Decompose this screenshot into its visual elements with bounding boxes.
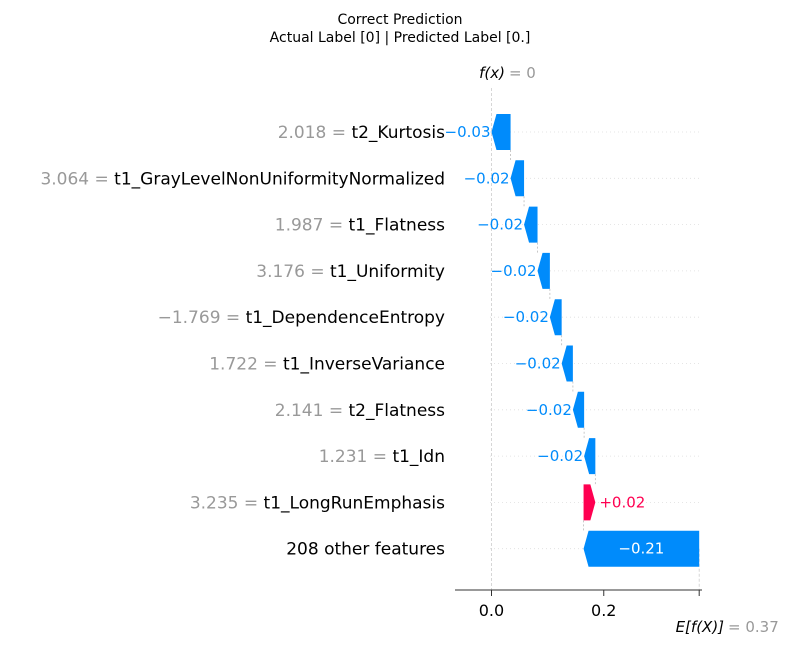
- feature-value: 2.018 =: [278, 123, 352, 143]
- contribution-label: +0.02: [599, 493, 645, 511]
- contribution-label: −0.02: [491, 262, 537, 280]
- efx-label: E[f(X)]: [676, 618, 725, 636]
- feature-name: t1_InverseVariance: [283, 355, 445, 375]
- fx-annotation: f(x) = 0: [479, 64, 536, 82]
- bar-t2_Flatness: [572, 391, 585, 428]
- feature-label: 2.141 = t2_Flatness: [275, 401, 445, 421]
- feature-label: 3.064 = t1_GrayLevelNonUniformityNormali…: [40, 169, 445, 189]
- feature-name: t1_DependenceEntropy: [246, 308, 445, 328]
- feature-value: 3.235 =: [190, 493, 264, 513]
- feature-value: 3.064 =: [40, 169, 114, 189]
- contribution-label: −0.02: [503, 308, 549, 326]
- x-axis: 0.0 0.2: [455, 589, 702, 620]
- efx-annotation: E[f(X)] = 0.37: [676, 618, 779, 636]
- contribution-label: −0.02: [526, 401, 572, 419]
- feature-label: 1.987 = t1_Flatness: [275, 216, 445, 236]
- contribution-label: −0.21: [618, 540, 664, 558]
- bar-t1_Idn: [584, 438, 596, 475]
- contribution-label: −0.02: [515, 355, 561, 373]
- feature-label: 3.176 = t1_Uniformity: [256, 262, 445, 282]
- bar-t1_Flatness: [524, 206, 538, 243]
- feature-labels: −0.032.018 = t2_Kurtosis−0.023.064 = t1_…: [40, 123, 664, 560]
- contribution-label: −0.02: [464, 169, 510, 187]
- feature-value: −1.769 =: [158, 308, 246, 328]
- feature-name: t1_Idn: [392, 447, 445, 467]
- feature-label: −1.769 = t1_DependenceEntropy: [158, 308, 445, 328]
- feature-value: 2.141 =: [275, 401, 349, 421]
- feature-name: t2_Flatness: [348, 401, 445, 421]
- feature-label: 2.018 = t2_Kurtosis: [278, 123, 445, 143]
- feature-value: 1.231 =: [319, 447, 393, 467]
- feature-name: t1_LongRunEmphasis: [264, 493, 446, 513]
- feature-value: 1.987 =: [275, 216, 349, 236]
- bar-t1_InverseVariance: [561, 345, 573, 382]
- contribution-label: −0.03: [445, 123, 491, 141]
- chart-title-line1: Correct Prediction: [337, 12, 462, 28]
- feature-name: t2_Kurtosis: [351, 123, 445, 143]
- feature-value: 1.722 =: [209, 355, 283, 375]
- feature-label: 1.231 = t1_Idn: [319, 447, 445, 467]
- contribution-label: −0.02: [537, 447, 583, 465]
- feature-name: t1_GrayLevelNonUniformityNormalized: [114, 169, 445, 189]
- feature-name: t1_Flatness: [348, 216, 445, 236]
- contribution-label: −0.02: [477, 216, 523, 234]
- efx-value: = 0.37: [728, 618, 779, 636]
- feature-value: 3.176 =: [256, 262, 330, 282]
- bar-t1_Uniformity: [537, 252, 550, 289]
- x-tick-label: 0.2: [591, 601, 616, 620]
- feature-label: 208 other features: [286, 540, 445, 560]
- x-tick-label: 0.0: [479, 601, 504, 620]
- chart-title-line2: Actual Label [0] | Predicted Label [0.]: [270, 30, 531, 46]
- bar-t1_LongRunEmphasis: [583, 484, 596, 521]
- bars: [491, 114, 700, 567]
- feature-name: 208 other features: [286, 540, 445, 560]
- bar-208 other features: [583, 530, 700, 567]
- fx-label: f(x): [479, 64, 505, 82]
- bar-t2_Kurtosis: [491, 114, 511, 150]
- feature-name: t1_Uniformity: [330, 262, 445, 282]
- fx-value: = 0: [509, 64, 536, 82]
- feature-label: 1.722 = t1_InverseVariance: [209, 355, 445, 375]
- bar-t1_DependenceEntropy: [549, 299, 562, 336]
- bar-t1_GrayLevelNonUniformityNormalized: [510, 160, 525, 197]
- feature-label: 3.235 = t1_LongRunEmphasis: [190, 493, 445, 513]
